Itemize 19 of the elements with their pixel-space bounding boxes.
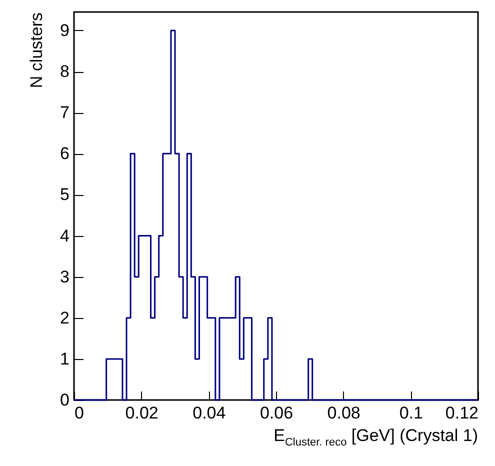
y-tick-label: 8 bbox=[60, 62, 70, 82]
y-tick-label: 2 bbox=[60, 308, 70, 328]
y-tick-label: 5 bbox=[60, 185, 70, 204]
x-tick-label: 0.02 bbox=[125, 404, 158, 422]
y-tick-label: 7 bbox=[60, 103, 70, 122]
x-tick-label: 0 bbox=[74, 404, 84, 422]
y-tick-label: 3 bbox=[60, 267, 70, 286]
x-tick-label: 0.08 bbox=[327, 404, 360, 422]
y-tick-label: 1 bbox=[60, 349, 70, 368]
y-axis-title: N clusters bbox=[27, 12, 46, 88]
x-axis-title: E$_{Cluster. reco}$ [GeV] (Crystal 1) bbox=[274, 426, 478, 448]
y-tick-label: 9 bbox=[60, 20, 70, 40]
x-tick-label: 0.1 bbox=[399, 404, 423, 422]
x-tick-label: 0.12 bbox=[445, 404, 478, 422]
y-tick-label: 6 bbox=[60, 144, 70, 164]
x-tick-label: 0.04 bbox=[192, 404, 226, 422]
x-tick-label: 0.06 bbox=[260, 404, 294, 422]
y-tick-label: 4 bbox=[60, 226, 70, 246]
y-tick-label: 0 bbox=[60, 390, 70, 410]
